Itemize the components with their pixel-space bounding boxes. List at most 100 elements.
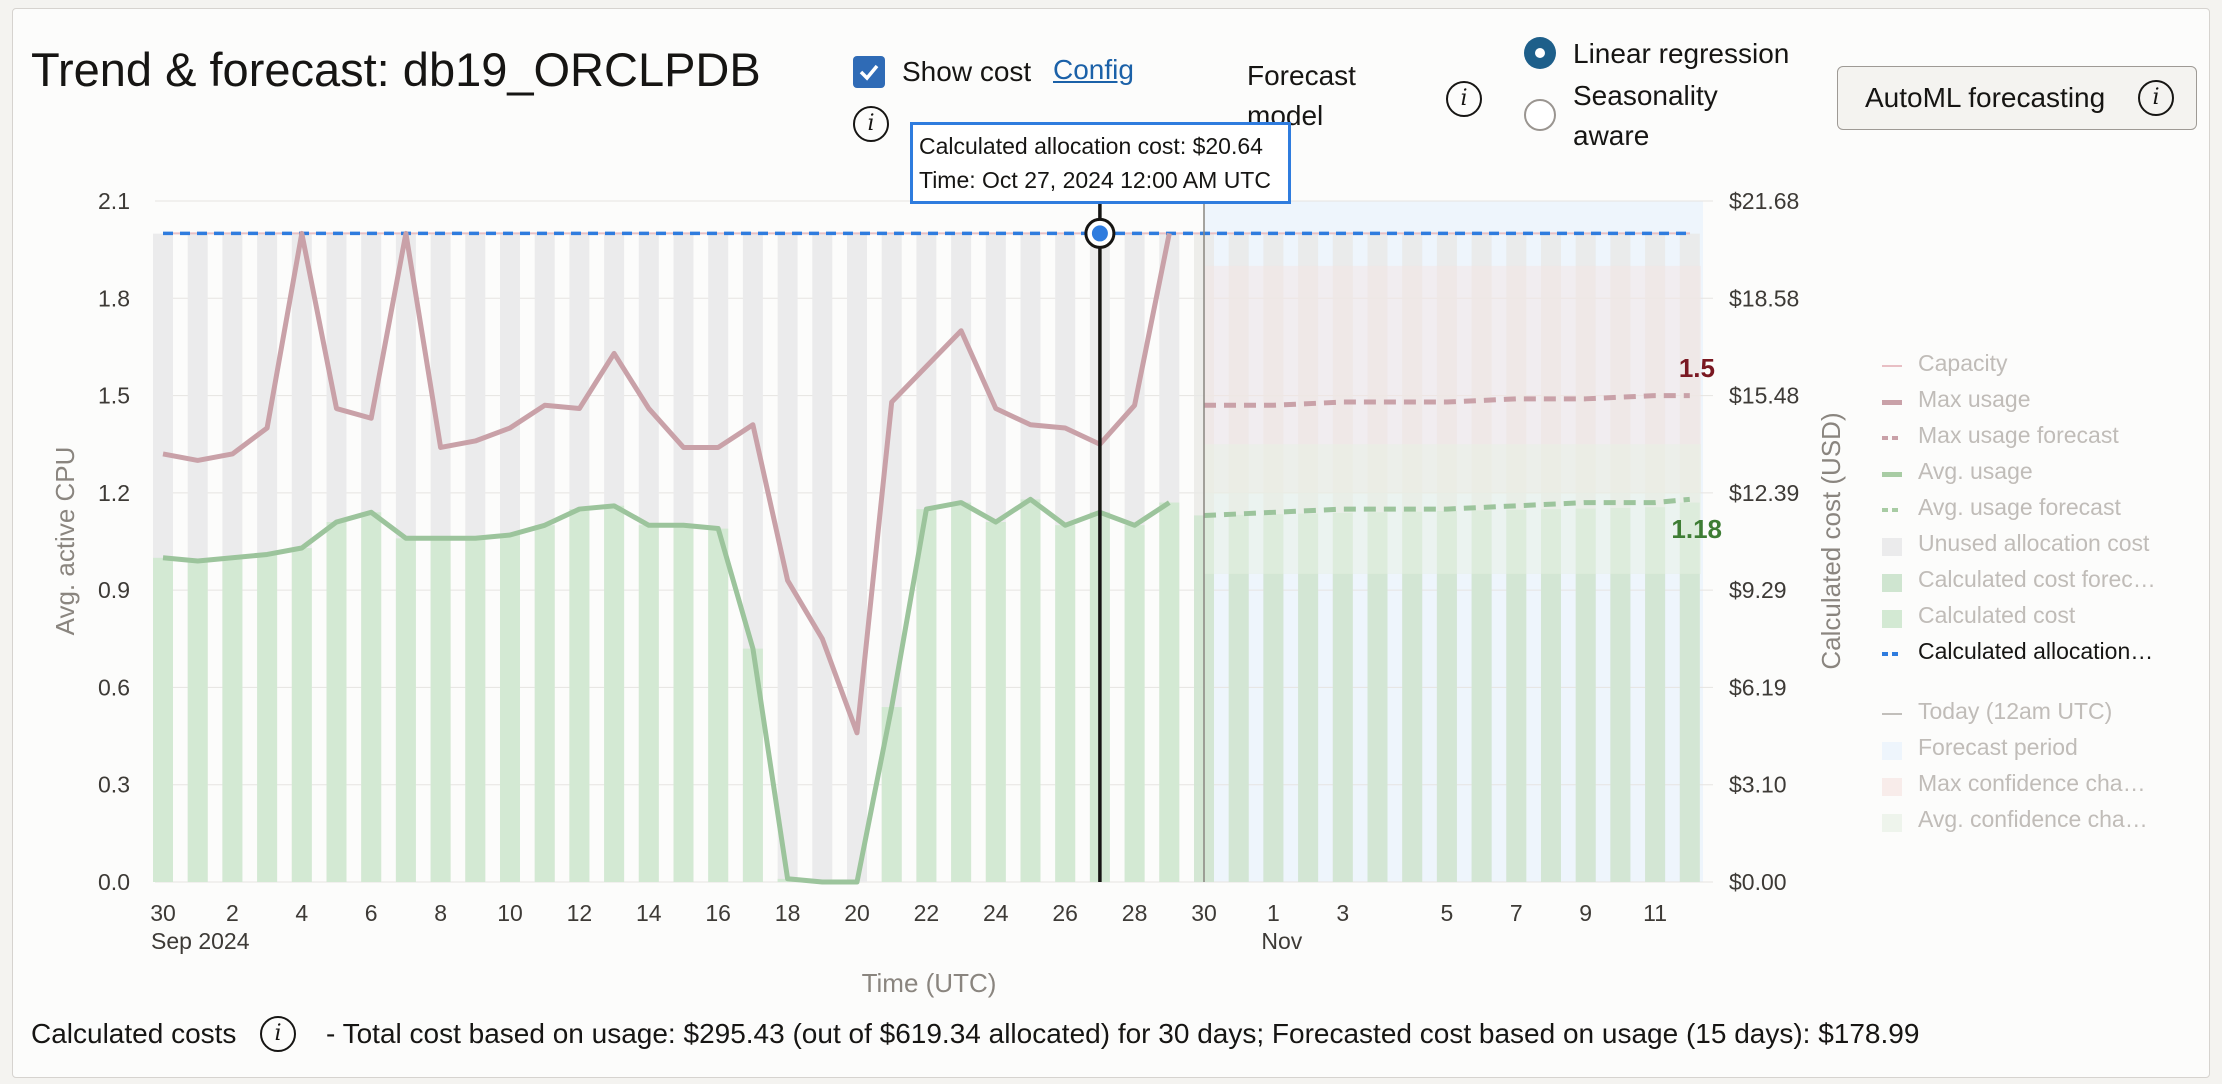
automl-forecasting-label: AutoML forecasting	[1865, 82, 2106, 113]
calculated-cost-bar	[1159, 502, 1180, 882]
calculated-cost-bar	[673, 525, 694, 882]
calculated-cost-bar	[604, 505, 625, 882]
calculated-costs-info-icon[interactable]: i	[260, 1016, 296, 1052]
x-tick-label: 4	[295, 900, 308, 926]
legend-swatch	[1882, 742, 1902, 760]
tooltip-allocation-cost: Calculated allocation cost: $20.64	[919, 133, 1263, 159]
x-tick-label: 16	[705, 900, 731, 926]
unused-allocation-bar	[812, 233, 833, 882]
page-title: Trend & forecast: db19_ORCLPDB	[31, 43, 761, 96]
x-tick-label: 8	[434, 900, 447, 926]
calculated-cost-forecast-bar	[1679, 502, 1700, 882]
calculated-cost-bar	[1055, 525, 1076, 882]
x-tick-label: 18	[775, 900, 801, 926]
x-tick-sublabel: Nov	[1261, 928, 1302, 954]
calculated-cost-bar	[985, 522, 1006, 882]
show-cost-checkbox[interactable]	[853, 56, 885, 88]
legend-swatch	[1882, 436, 1902, 440]
legend-swatch	[1882, 610, 1902, 628]
x-tick-label: 20	[844, 900, 870, 926]
legend-label: Calculated allocation…	[1918, 638, 2154, 664]
linear-regression-radio[interactable]	[1524, 37, 1556, 69]
y-tick-label: 1.5	[98, 383, 130, 409]
x-tick-label: 24	[983, 900, 1009, 926]
avg-forecast-end-label: 1.18	[1671, 514, 1722, 544]
x-tick-label: 14	[636, 900, 662, 926]
legend-swatch	[1882, 365, 1902, 367]
legend-swatch	[1882, 508, 1902, 512]
linear-regression-label: Linear regression	[1573, 38, 1790, 69]
unused-allocation-bar	[777, 233, 798, 882]
calculated-cost-bar	[430, 538, 451, 882]
calculated-cost-bar	[534, 525, 555, 882]
calculated-cost-bar	[569, 509, 590, 882]
calculated-cost-forecast-bar	[1436, 511, 1457, 882]
trend-chart[interactable]: 1.5 1.18 0.0 0.3 0.6 0.9 1.2 1.5 1.8 2.1 $0.00 $3.1…	[0, 0, 2222, 1000]
calculated-cost-bar	[257, 554, 278, 882]
calculated-cost-bar	[187, 560, 208, 882]
forecast-model-info-icon[interactable]: i	[1446, 81, 1482, 117]
calculated-cost-bar	[1020, 499, 1041, 882]
y-tick-label: 0.6	[98, 674, 130, 700]
legend-swatch	[1882, 713, 1902, 715]
avg-usage-line	[162, 496, 1171, 885]
footer: Calculated costs i - Total cost based on…	[31, 1016, 1919, 1052]
legend-label: Capacity	[1918, 350, 2008, 376]
legend-swatch	[1882, 814, 1902, 832]
y2-tick-label: $9.29	[1729, 577, 1787, 603]
calculated-cost-forecast-bar	[1645, 507, 1666, 882]
calculated-cost-bar	[742, 648, 763, 882]
y-tick-label: 2.1	[98, 188, 130, 214]
automl-forecasting-button[interactable]: AutoML forecasting i	[1837, 66, 2197, 130]
legend-label: Today (12am UTC)	[1918, 698, 2113, 724]
legend-label: Calculated cost forec…	[1918, 566, 2156, 592]
config-link[interactable]: Config	[1053, 54, 1134, 85]
x-tick-label: 7	[1510, 900, 1523, 926]
y2-tick-label: $21.68	[1729, 188, 1799, 214]
max-forecast-end-label: 1.5	[1679, 353, 1715, 383]
legend-swatch	[1882, 471, 1902, 477]
calculated-cost-bar	[326, 522, 347, 882]
x-tick-label: 6	[365, 900, 378, 926]
x-tick-label: 30	[150, 900, 176, 926]
seasonality-aware-radio[interactable]	[1524, 99, 1556, 131]
legend-swatch	[1882, 538, 1902, 556]
legend-label: Max usage	[1918, 386, 2031, 412]
x-tick-label: 12	[567, 900, 593, 926]
legend-swatch	[1882, 399, 1902, 405]
unused-allocation-bar	[847, 233, 867, 882]
calculated-cost-bar	[395, 538, 416, 882]
x-tick-label: 3	[1336, 900, 1349, 926]
legend-swatch	[1882, 652, 1902, 656]
y2-tick-label: $6.19	[1729, 674, 1787, 700]
y-tick-label: 0.0	[98, 869, 130, 895]
calculated-cost-bar	[361, 512, 382, 882]
y-tick-label: 0.9	[98, 577, 130, 603]
calculated-cost-bar	[500, 534, 520, 882]
x-tick-label: 28	[1122, 900, 1148, 926]
calculated-cost-bar	[951, 502, 972, 882]
x-tick-sublabel: Sep 2024	[151, 928, 250, 954]
legend-label: Avg. usage forecast	[1918, 494, 2121, 520]
x-axis-title: Time (UTC)	[862, 968, 997, 998]
y-tick-label: 1.2	[98, 480, 130, 506]
x-tick-label: 26	[1052, 900, 1078, 926]
x-tick-label: 2	[226, 900, 239, 926]
calculated-cost-bar	[638, 525, 659, 882]
avg-usage-forecast-line	[1203, 496, 1691, 519]
calculated-cost-bar	[881, 707, 902, 882]
calculated-cost-forecast-bar	[1471, 510, 1492, 882]
calculated-cost-forecast-bar	[1506, 509, 1527, 882]
y2-tick-label: $3.10	[1729, 772, 1787, 798]
calculated-cost-bar	[708, 528, 729, 882]
calculated-costs-label: Calculated costs	[31, 1018, 237, 1049]
legend-label: Max confidence cha…	[1918, 770, 2146, 796]
legend-label: Calculated cost	[1918, 602, 2076, 628]
show-cost-info-icon[interactable]: i	[853, 106, 889, 142]
legend-label: Max usage forecast	[1918, 422, 2119, 448]
y2-tick-label: $12.39	[1729, 480, 1799, 506]
y2-tick-label: $15.48	[1729, 383, 1799, 409]
y2-axis-title: Calculated cost (USD)	[1816, 412, 1846, 669]
calculated-cost-forecast-bar	[1575, 508, 1596, 882]
show-cost-label: Show cost	[902, 56, 1032, 87]
